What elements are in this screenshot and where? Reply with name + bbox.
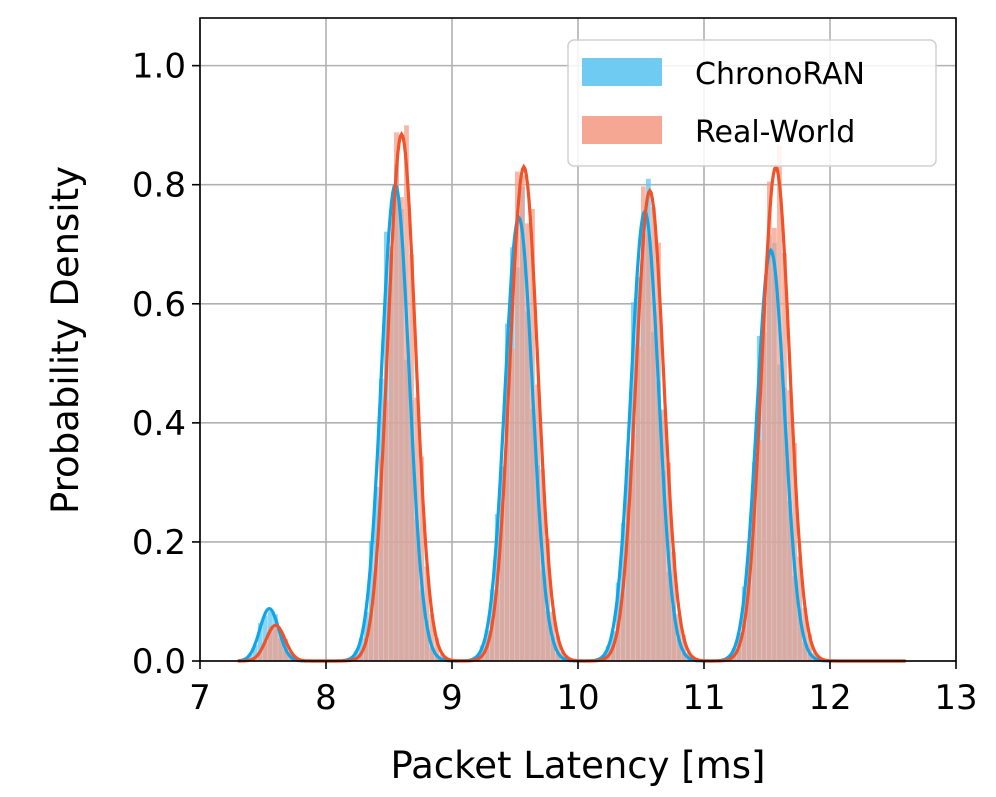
histogram-bar [746,585,752,661]
histogram-bar [661,409,666,661]
histogram-bar [630,434,636,661]
histogram-bar [373,564,379,661]
x-axis-ticks: 7 8 9 10 11 12 13 [189,661,978,718]
histogram-bars [247,125,823,662]
histogram-bar [499,504,505,661]
y-axis-ticks: 0.0 0.2 0.4 0.6 0.8 1.0 [132,47,200,682]
histogram-bar [787,390,792,661]
x-tick-label: 8 [315,678,337,718]
histogram-bar [268,626,273,661]
histogram-bar [681,635,687,661]
histogram-bar [772,227,777,661]
histogram-bar [353,651,359,661]
histogram-bar [535,384,540,661]
x-tick-label: 13 [934,678,977,718]
y-tick-label: 0.2 [132,523,186,563]
histogram-bar [605,656,611,661]
x-tick-label: 10 [556,678,599,718]
x-tick-label: 11 [682,678,725,718]
histogram-bar [278,629,283,661]
histogram-bar [378,457,384,661]
histogram-bar [273,628,278,661]
histogram-bar [389,246,394,662]
histogram-bar [404,125,409,661]
histogram-bar [741,625,747,661]
histogram-bar [635,346,641,661]
histogram-bar [782,253,787,662]
histogram-bar [494,590,500,661]
histogram-bar [489,619,495,661]
histogram-bar [560,651,566,661]
histogram-bar [515,171,520,661]
x-tick-label: 12 [808,678,851,718]
histogram-bar [756,440,762,661]
y-tick-label: 0.4 [132,404,186,444]
histogram-bar [777,145,782,661]
histogram-bar [731,656,737,661]
histogram-bar [358,654,364,661]
histogram-bar [434,638,440,661]
legend-label-chronoran: ChronoRAN [695,57,865,92]
kde-curve-real-world [237,130,906,663]
y-tick-label: 0.0 [132,642,186,682]
histogram-bar [620,593,626,661]
histogram-bar [520,175,525,662]
histogram-bar [610,645,616,661]
x-tick-label: 7 [189,678,211,718]
y-tick-label: 0.8 [132,166,186,206]
histogram-bar [479,655,485,661]
histogram-bar [263,642,268,661]
histogram-bar [399,197,404,661]
x-axis-label: Packet Latency [ms] [390,744,765,787]
histogram-bar [383,400,389,661]
histogram-bar [736,643,742,661]
legend-swatch-chronoran [582,58,662,86]
histogram-bar [530,208,535,662]
histogram-bar [257,651,263,661]
legend-label-real-world: Real-World [695,115,855,150]
histogram-bar [394,132,399,661]
histogram-bar [504,401,510,661]
histogram-bar [247,653,253,661]
histogram-bar [761,300,767,661]
histogram-bar [615,624,621,661]
histogram-bar [646,235,651,661]
histogram-bar [484,646,490,661]
legend: ChronoRAN Real-World [567,39,937,167]
histogram-bar [509,348,515,661]
histogram-bar [656,242,661,661]
histogram-bar [358,637,364,661]
histogram-bar [429,614,435,661]
histogram-bar [368,614,374,661]
histogram-bar [252,644,258,661]
histogram-bar [641,186,646,661]
y-axis-label: Probability Density [44,166,87,514]
histogram-bar [257,623,263,661]
histogram-bar [363,637,369,661]
y-tick-label: 0.6 [132,285,186,325]
legend-swatch-real-world [582,116,662,144]
kde-curves [237,130,906,663]
histogram-bar [625,503,631,661]
histogram-bar [555,635,561,661]
histogram-bar [525,223,530,661]
y-tick-label: 1.0 [132,47,186,87]
histogram-bar [409,254,414,662]
histogram-bar [807,633,813,661]
histogram-bar [651,207,656,661]
histogram-bar [767,181,772,661]
histogram-bar [751,494,757,661]
histogram-bar [419,456,424,661]
x-tick-label: 9 [441,678,463,718]
